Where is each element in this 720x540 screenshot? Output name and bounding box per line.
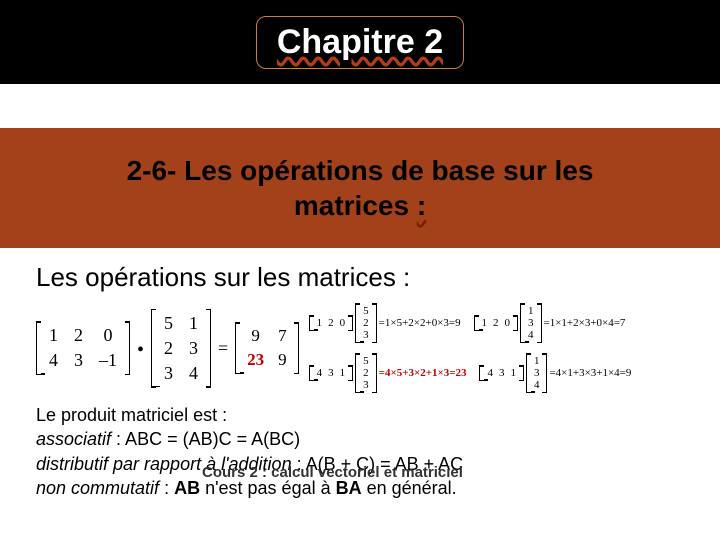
prop-nc-mid: n'est pas égal à: [200, 478, 336, 498]
subtitle-colon: :: [417, 190, 426, 221]
matrix-A: 12043–1: [36, 321, 130, 375]
row-vec-2: 120: [474, 315, 519, 331]
prop-nc-end: en général.: [362, 478, 457, 498]
equals-sign: =: [215, 338, 231, 359]
section-subtitle: 2-6- Les opérations de base sur les matr…: [127, 153, 594, 223]
chapter-header-band: Chapitre 2: [0, 0, 720, 84]
matrix-equation: 12043–1 • 512334 = 97239 120 523 =1×5+2×…: [36, 303, 700, 393]
prop-associative-rest: : ABC = (AB)C = A(BC): [111, 429, 300, 449]
derivation-bottom: 431 523 =4×5+3×2+1×3=23 431 134 =4×1+3×3…: [309, 353, 632, 393]
prop-heading: Le produit matriciel est :: [36, 403, 700, 427]
col-vec-3: 523: [355, 353, 377, 393]
deriv-eq-3: =4×5+3×2+1×3=23: [379, 367, 467, 379]
section-heading: Les opérations sur les matrices :: [36, 262, 700, 293]
deriv-eq-2: =1×1+2×3+0×4=7: [544, 317, 626, 329]
derivation-top: 120 523 =1×5+2×2+0×3=9 120 134 =1×1+2×3+…: [309, 303, 632, 343]
subtitle-line1: 2-6- Les opérations de base sur les: [127, 155, 594, 186]
deriv-eq-1: =1×5+2×2+0×3=9: [379, 317, 461, 329]
content-area: Les opérations sur les matrices : 12043–…: [0, 248, 720, 500]
footer-caption: Cours 2 : calcul vectoriel et matriciel: [202, 464, 463, 481]
subtitle-band: 2-6- Les opérations de base sur les matr…: [0, 128, 720, 248]
prop-nc-pre: :: [159, 478, 174, 498]
deriv-eq-3-text: =4×5+3×2+1×3=23: [379, 367, 467, 379]
col-vec-4: 134: [526, 353, 548, 393]
deriv-eq-4: =4×1+3×3+1×4=9: [549, 367, 631, 379]
prop-associative: associatif : ABC = (AB)C = A(BC): [36, 427, 700, 451]
chapter-title: Chapitre 2: [277, 23, 443, 61]
properties-block: Le produit matriciel est : associatif : …: [36, 403, 700, 500]
matrix-B: 512334: [151, 309, 211, 388]
prop-associative-term: associatif: [36, 429, 111, 449]
chapter-title-box: Chapitre 2: [256, 16, 464, 69]
matrix-AB: 97239: [235, 322, 299, 374]
row-vec-1: 120: [309, 315, 354, 331]
derivation-column: 120 523 =1×5+2×2+0×3=9 120 134 =1×1+2×3+…: [309, 303, 632, 393]
row-vec-4: 431: [479, 365, 524, 381]
dot-operator: •: [134, 340, 147, 360]
col-vec-1: 523: [355, 303, 377, 343]
col-vec-2: 134: [520, 303, 542, 343]
prop-noncommutative-row: non commutatif : AB n'est pas égal à BA …: [36, 476, 700, 500]
prop-noncommutative-term: non commutatif: [36, 478, 159, 498]
prop-nc-BA: BA: [336, 478, 362, 498]
subtitle-line2-pre: matrices: [294, 190, 417, 221]
row-vec-3: 431: [309, 365, 354, 381]
prop-nc-AB: AB: [174, 478, 200, 498]
